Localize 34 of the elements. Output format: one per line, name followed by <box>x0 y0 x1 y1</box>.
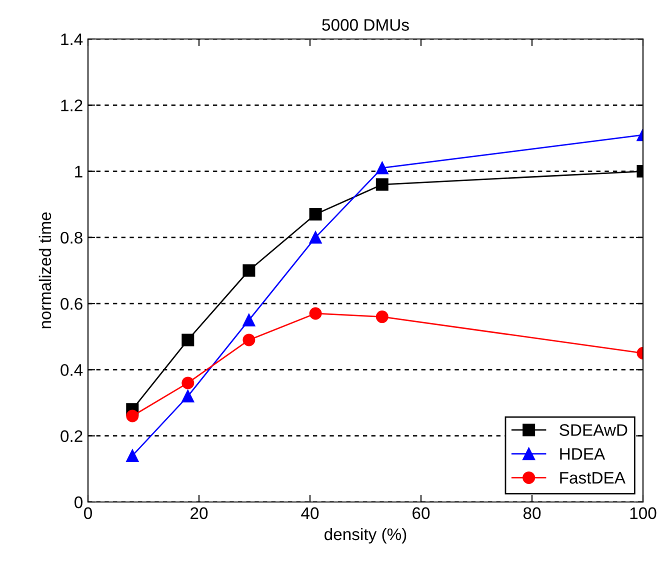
y-tick-label: 0.8 <box>60 232 82 244</box>
point <box>376 178 388 191</box>
point <box>376 310 388 324</box>
legend-label: SDEAwD <box>560 424 628 436</box>
point <box>126 410 139 422</box>
y-tick-label: 1.2 <box>61 100 82 112</box>
x-axis-title: density (%) <box>324 528 406 544</box>
y-tick-label: 0 <box>74 496 82 508</box>
x-tick-label: 100 <box>630 507 656 520</box>
point <box>182 376 194 390</box>
point <box>182 390 194 402</box>
legend-label: HDEA <box>560 448 606 460</box>
y-tick-label: 1.4 <box>61 34 83 46</box>
y-tick-label: 0.2 <box>60 430 82 442</box>
point <box>376 162 388 174</box>
y-tick-label: 0.6 <box>60 298 82 310</box>
point <box>309 307 322 320</box>
point <box>309 208 322 221</box>
point <box>242 264 256 277</box>
y-axis-title: normalized time <box>38 212 52 328</box>
x-tick-label: 40 <box>301 507 319 520</box>
x-tick-label: 0 <box>84 507 92 520</box>
x-tick-label: 80 <box>523 507 541 520</box>
x-tick-label: 20 <box>190 507 208 520</box>
point <box>309 231 322 244</box>
point <box>242 334 256 346</box>
point <box>182 334 194 346</box>
chart-title: 5000 DMUs <box>322 19 409 31</box>
y-tick-label: 0.4 <box>60 364 83 376</box>
legend-label: FastDEA <box>560 472 626 484</box>
x-tick-label: 60 <box>412 507 430 520</box>
point <box>126 449 139 462</box>
point <box>242 314 256 326</box>
y-tick-label: 1 <box>75 166 82 178</box>
